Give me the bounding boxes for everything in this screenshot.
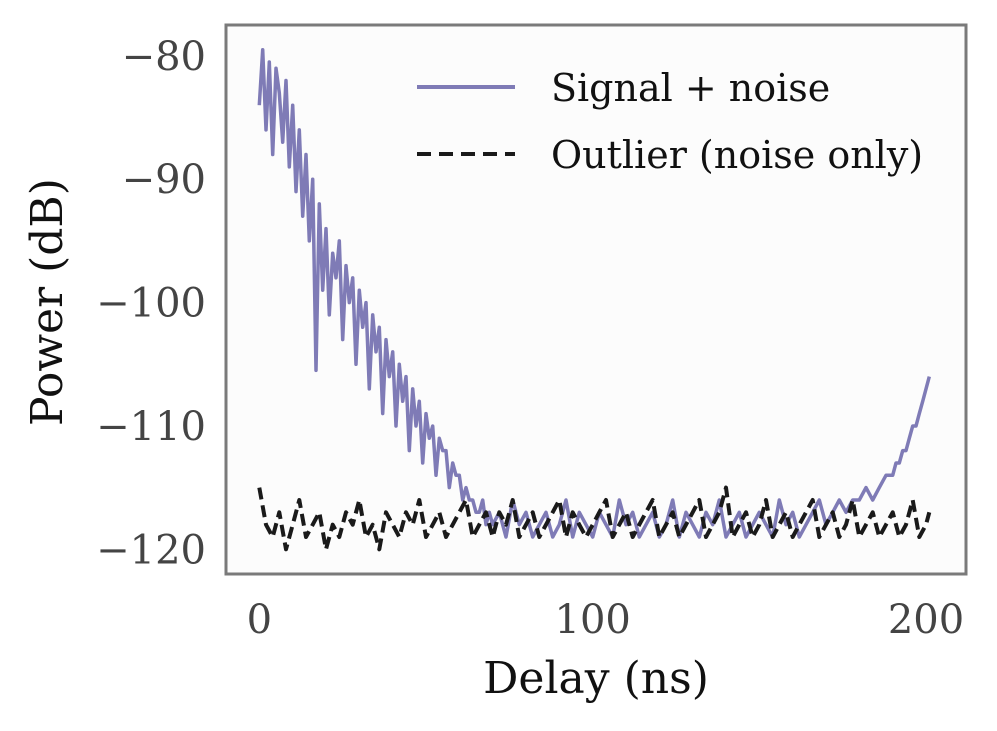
y-axis-label: Power (dB)	[22, 178, 73, 426]
series-layer	[257, 47, 932, 552]
y-tick-label: −100	[96, 281, 206, 327]
legend-label-outlier-noise-only: Outlier (noise only)	[551, 133, 923, 177]
y-tick-labels: −80 −90 −100 −110 −120	[96, 34, 206, 573]
y-tick-label: −80	[122, 34, 206, 80]
x-tick-label: 200	[888, 597, 964, 643]
series-line-outlier-noise-only	[257, 485, 932, 552]
y-tick-label: −90	[122, 157, 206, 203]
x-tick-label: 100	[555, 597, 631, 643]
y-tick-label: −110	[96, 404, 206, 450]
y-tick-label: −120	[96, 527, 206, 573]
x-tick-label: 0	[247, 597, 272, 643]
x-tick-labels: 0 100 200	[247, 597, 965, 643]
series-line-signal-plus-noise	[257, 47, 931, 539]
legend: Signal + noise Outlier (noise only)	[417, 66, 923, 177]
x-axis-label: Delay (ns)	[483, 653, 709, 704]
legend-label-signal-plus-noise: Signal + noise	[551, 66, 830, 110]
